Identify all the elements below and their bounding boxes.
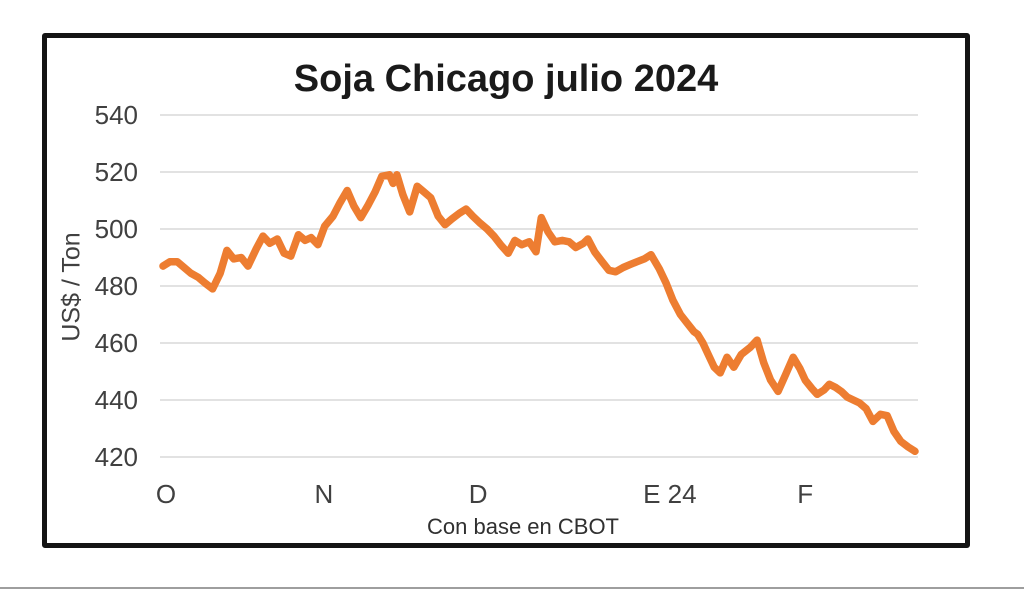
y-tick-label: 540	[94, 100, 138, 130]
x-tick-label-d: D	[468, 479, 488, 509]
chart-frame	[42, 33, 970, 548]
x-tick-label-f: F	[797, 479, 814, 509]
price-line	[159, 171, 919, 456]
y-tick-label: 420	[94, 442, 138, 472]
chart-title: Soja Chicago julio 2024	[293, 58, 719, 100]
gridlines	[160, 114, 918, 458]
y-tick-label: 480	[94, 271, 138, 301]
y-tick-label: 520	[94, 157, 138, 187]
x-axis-title: Con base en CBOT	[427, 514, 619, 539]
x-tick-label-n: N	[314, 479, 334, 509]
bottom-divider	[0, 587, 1024, 589]
x-tick-label-o: O	[155, 479, 177, 509]
y-tick-label: 500	[94, 214, 138, 244]
y-tick-label: 460	[94, 328, 138, 358]
x-tick-label-e-24: E 24	[643, 479, 697, 509]
y-tick-label: 440	[94, 385, 138, 415]
